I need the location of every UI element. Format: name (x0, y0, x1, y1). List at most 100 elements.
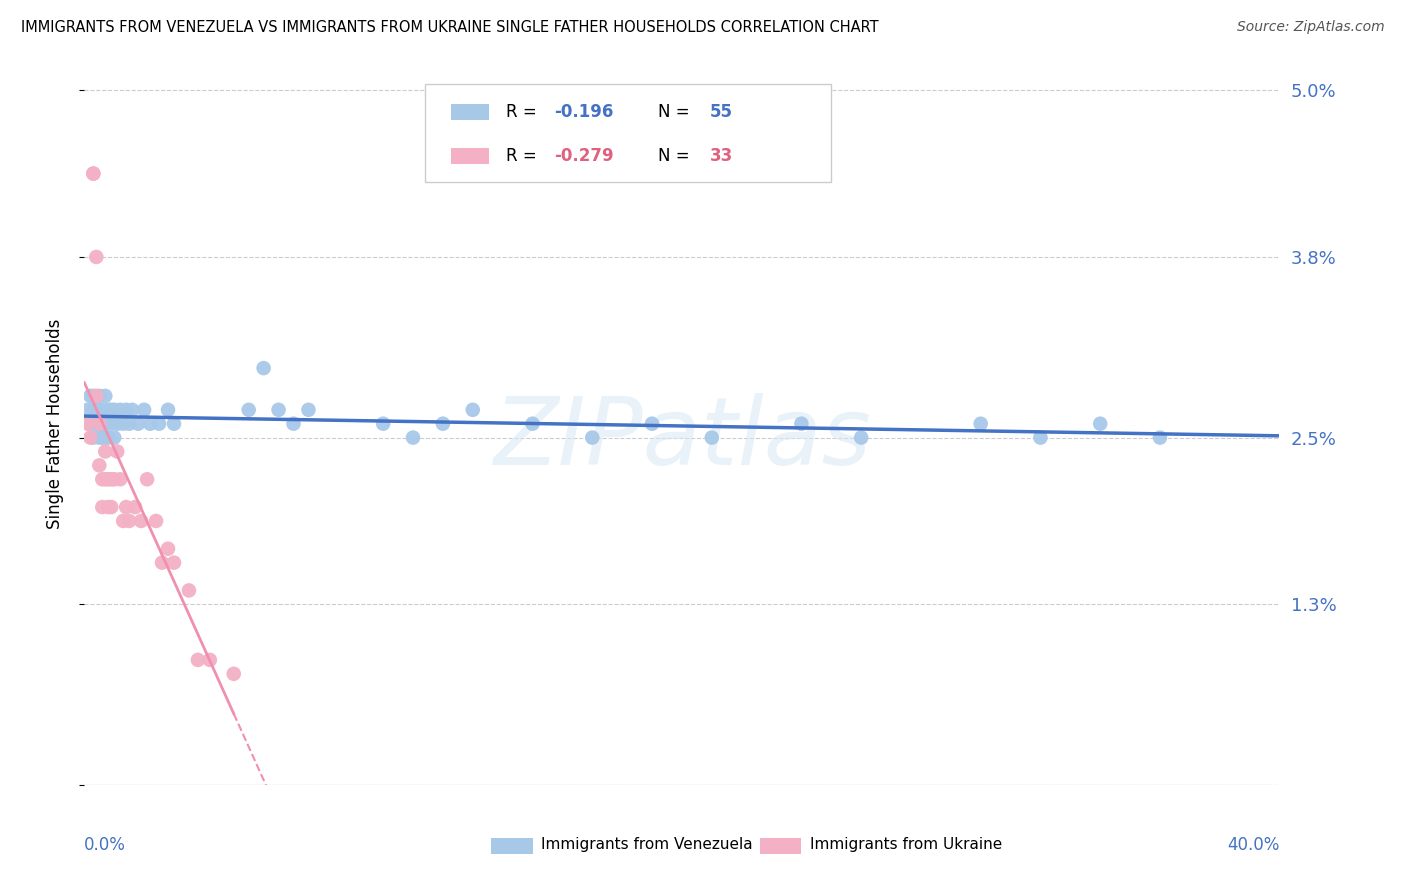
Point (222, 666, 245, 681)
Point (145, 514, 167, 528)
Point (124, 500, 146, 514)
Point (100, 402, 122, 417)
Point (121, 402, 143, 417)
Point (94, 431, 117, 445)
Point (105, 444, 128, 458)
Point (89, 417, 111, 431)
Point (790, 417, 813, 431)
Point (100, 417, 122, 431)
Text: N =: N = (658, 146, 695, 165)
Text: ZIPatlas: ZIPatlas (494, 392, 870, 483)
Point (522, 417, 544, 431)
Point (89, 417, 111, 431)
Text: -0.196: -0.196 (554, 103, 613, 120)
FancyBboxPatch shape (759, 838, 801, 854)
Point (100, 500, 122, 514)
Point (97, 402, 120, 417)
Point (79, 431, 101, 445)
Text: 55: 55 (710, 103, 733, 120)
Point (103, 402, 125, 417)
Point (970, 417, 993, 431)
Text: R =: R = (506, 103, 543, 120)
Point (82, 167, 104, 181)
Point (148, 417, 170, 431)
Point (89, 431, 111, 445)
Point (136, 472, 159, 486)
Point (641, 417, 664, 431)
Point (115, 500, 138, 514)
Point (127, 417, 149, 431)
Point (79, 389, 101, 403)
Point (198, 653, 221, 667)
Point (89, 402, 111, 417)
Point (82, 167, 104, 181)
Text: R =: R = (506, 146, 543, 165)
Point (91, 472, 114, 486)
Text: 40.0%: 40.0% (1227, 836, 1279, 854)
Point (91, 500, 114, 514)
Point (94, 472, 117, 486)
Point (110, 402, 132, 417)
Point (581, 431, 603, 445)
Point (115, 402, 138, 417)
Point (267, 402, 290, 417)
Point (103, 431, 125, 445)
Point (94, 444, 117, 458)
Point (157, 402, 180, 417)
Point (163, 417, 186, 431)
Text: Source: ZipAtlas.com: Source: ZipAtlas.com (1237, 20, 1385, 34)
Point (700, 431, 723, 445)
Point (100, 472, 122, 486)
Point (91, 431, 114, 445)
Text: -0.279: -0.279 (554, 146, 613, 165)
Point (432, 417, 454, 431)
Point (1149, 431, 1171, 445)
Point (76, 417, 98, 431)
Point (402, 431, 425, 445)
Point (157, 541, 180, 556)
Point (94, 389, 117, 403)
Text: 33: 33 (710, 146, 733, 165)
Point (150, 556, 173, 570)
Point (97, 472, 120, 486)
Point (82, 402, 104, 417)
Point (89, 389, 111, 403)
Point (283, 417, 305, 431)
Point (118, 514, 141, 528)
Point (187, 653, 209, 667)
Point (105, 417, 128, 431)
Point (86, 389, 108, 403)
Point (82, 389, 104, 403)
Point (129, 514, 152, 528)
Point (86, 417, 108, 431)
Point (1029, 431, 1052, 445)
Point (112, 514, 135, 528)
Point (139, 417, 162, 431)
FancyBboxPatch shape (451, 103, 489, 120)
Y-axis label: Single Father Households: Single Father Households (45, 318, 63, 529)
Point (461, 402, 484, 417)
Point (110, 472, 132, 486)
Point (132, 402, 156, 417)
Point (238, 402, 260, 417)
Point (112, 417, 135, 431)
Point (1090, 417, 1112, 431)
Point (94, 417, 117, 431)
Point (91, 417, 114, 431)
Point (118, 417, 141, 431)
Point (97, 500, 120, 514)
FancyBboxPatch shape (491, 838, 533, 854)
Point (79, 417, 101, 431)
Point (177, 583, 200, 598)
Point (103, 472, 125, 486)
Point (373, 417, 395, 431)
Text: IMMIGRANTS FROM VENEZUELA VS IMMIGRANTS FROM UKRAINE SINGLE FATHER HOUSEHOLDS CO: IMMIGRANTS FROM VENEZUELA VS IMMIGRANTS … (21, 20, 879, 35)
Text: N =: N = (658, 103, 695, 120)
FancyBboxPatch shape (451, 148, 489, 163)
Text: 0.0%: 0.0% (84, 836, 127, 854)
FancyBboxPatch shape (425, 84, 831, 182)
Point (76, 402, 98, 417)
Point (297, 402, 319, 417)
Point (253, 361, 276, 376)
Point (86, 402, 108, 417)
